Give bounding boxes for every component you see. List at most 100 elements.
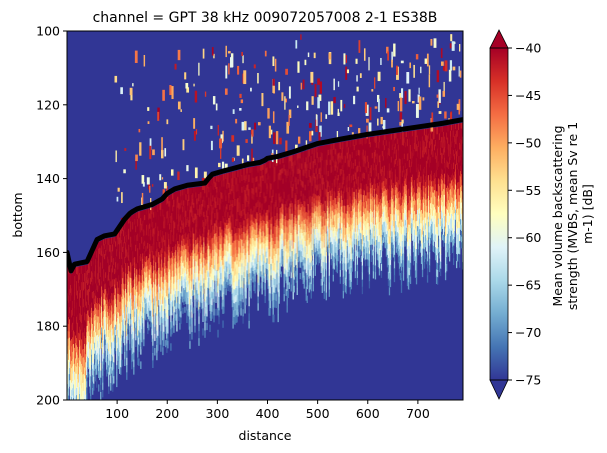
- echo-cell: [202, 240, 204, 248]
- echo-cell: [188, 265, 190, 272]
- echo-cell: [207, 188, 209, 195]
- echo-cell: [88, 347, 90, 354]
- echo-cell: [72, 293, 74, 302]
- echo-cell: [149, 269, 151, 276]
- echo-cell: [96, 270, 98, 278]
- echo-cell: [146, 287, 148, 293]
- echo-cell: [174, 258, 176, 265]
- echo-cell: [201, 209, 203, 216]
- echo-cell: [285, 157, 287, 164]
- echo-cell: [212, 225, 214, 233]
- echo-cell: [201, 192, 203, 199]
- echo-cell: [83, 323, 85, 333]
- echo-cell: [198, 331, 200, 339]
- echo-cell: [205, 293, 207, 301]
- echo-cell: [114, 263, 116, 270]
- echo-cell: [275, 253, 277, 262]
- echo-cell: [295, 177, 297, 184]
- echo-cell: [131, 257, 133, 265]
- echo-cell: [90, 317, 92, 325]
- echo-cell: [155, 251, 157, 258]
- echo-cell: [160, 236, 162, 244]
- echo-cell: [181, 271, 183, 277]
- echo-cell: [204, 330, 206, 338]
- echo-cell: [114, 342, 116, 349]
- echo-cell: [177, 302, 179, 309]
- echo-cell: [185, 270, 187, 277]
- echo-cell: [82, 425, 83, 434]
- echo-cell: [187, 217, 189, 224]
- echo-cell: [243, 180, 245, 187]
- echo-cell: [78, 374, 80, 383]
- echo-cell: [72, 359, 74, 367]
- echo-cell: [281, 158, 283, 164]
- echo-cell: [100, 284, 102, 292]
- echo-cell: [88, 278, 90, 285]
- echo-cell: [175, 273, 177, 280]
- echo-cell: [215, 308, 217, 316]
- echo-cell: [95, 368, 97, 376]
- echo-cell: [169, 258, 171, 265]
- echo-cell: [270, 281, 272, 288]
- echo-cell: [106, 304, 108, 311]
- echo-cell: [213, 288, 215, 296]
- echo-cell: [121, 265, 123, 272]
- echo-cell: [233, 212, 235, 221]
- echo-cell: [135, 238, 137, 246]
- echo-cell: [153, 228, 155, 235]
- echo-cell: [162, 347, 164, 356]
- echo-cell: [145, 251, 147, 258]
- echo-cell: [277, 270, 279, 278]
- echo-cell: [94, 276, 96, 283]
- echo-cell: [80, 369, 82, 378]
- echo-cell: [87, 346, 89, 352]
- echo-cell: [175, 267, 177, 274]
- echo-cell: [160, 243, 162, 251]
- echo-cell: [282, 168, 284, 174]
- echo-cell: [101, 342, 103, 349]
- echo-cell: [152, 214, 154, 223]
- echo-cell: [78, 341, 80, 350]
- echo-cell: [79, 266, 81, 274]
- echo-cell: [160, 263, 162, 271]
- echo-cell: [224, 179, 226, 185]
- echo-cell: [266, 247, 268, 254]
- echo-cell: [290, 258, 292, 266]
- echo-cell: [117, 342, 119, 349]
- echo-cell: [154, 213, 156, 221]
- echo-cell: [157, 299, 159, 308]
- echo-cell: [266, 194, 268, 200]
- echo-cell: [160, 297, 162, 305]
- echo-cell: [286, 192, 288, 200]
- echo-cell: [132, 251, 134, 260]
- echo-cell: [146, 292, 148, 299]
- echo-cell: [249, 167, 251, 174]
- echo-cell: [295, 235, 297, 242]
- echo-cell: [274, 293, 276, 301]
- echo-cell: [260, 282, 262, 289]
- echo-cell: [151, 239, 153, 247]
- echo-cell: [275, 227, 277, 235]
- echo-cell: [142, 274, 144, 281]
- echo-cell: [231, 229, 233, 237]
- echo-cell: [264, 196, 266, 204]
- echo-cell: [272, 219, 274, 227]
- echo-cell: [93, 297, 95, 305]
- echo-cell: [137, 270, 139, 278]
- echo-cell: [149, 239, 151, 245]
- echo-cell: [180, 268, 182, 276]
- echo-cell: [138, 211, 140, 219]
- echo-cell: [140, 304, 142, 312]
- echo-cell: [151, 284, 153, 291]
- echo-cell: [190, 200, 192, 207]
- echo-cell: [271, 237, 273, 246]
- echo-cell: [126, 328, 128, 337]
- echo-cell: [155, 307, 157, 314]
- echo-cell: [292, 234, 294, 242]
- echo-cell: [279, 251, 281, 258]
- echo-cell: [239, 268, 241, 276]
- echo-cell: [280, 196, 282, 202]
- echo-cell: [200, 186, 202, 193]
- echo-cell: [75, 335, 77, 344]
- echo-cell: [220, 192, 222, 199]
